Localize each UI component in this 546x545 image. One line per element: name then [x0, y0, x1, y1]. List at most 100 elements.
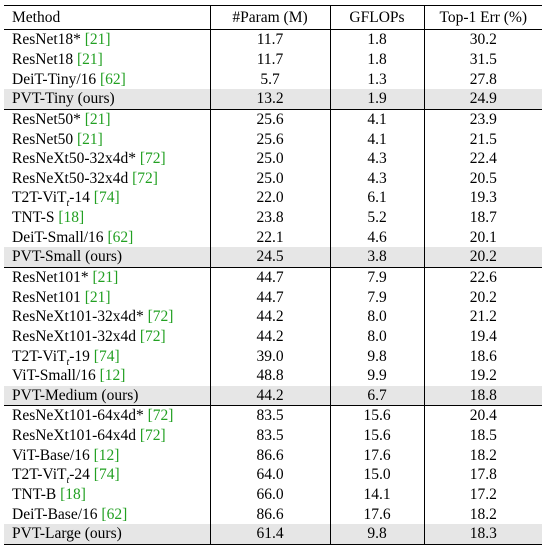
results-table-figure: Method #Param (M) GFLOPs Top-1 Err (%) R… [4, 5, 542, 545]
method-name: T2T-ViT [12, 189, 67, 207]
method-name: ResNeXt50-32x4d* [12, 150, 136, 168]
top1-err-cell: 21.5 [423, 129, 542, 149]
method-cell: ResNet101 [21] [4, 287, 210, 307]
citation-link[interactable]: [21] [77, 130, 103, 148]
citation-link[interactable]: [12] [93, 446, 120, 464]
table-row: ResNeXt101-64x4d* [72] 83.5 15.6 20.4 [4, 405, 542, 426]
method-cell: DeiT-Small/16 [62] [4, 227, 210, 247]
table-row: ResNet50 [21] 25.6 4.1 21.5 [4, 129, 542, 149]
method-name: ResNet18 [12, 50, 74, 68]
citation-link[interactable]: [62] [101, 505, 128, 523]
params-cell: 44.2 [209, 385, 330, 407]
table-row-ours: PVT-Small (ours) 24.5 3.8 20.2 [4, 247, 542, 268]
method-cell: ResNet18 [21] [4, 50, 210, 70]
method-name: PVT-Large (ours) [12, 525, 122, 543]
method-cell: ResNeXt50-32x4d* [72] [4, 149, 210, 169]
top1-err-cell: 17.2 [423, 484, 542, 505]
gflops-cell: 4.6 [329, 227, 424, 248]
method-name: TNT-B [12, 486, 57, 504]
citation-link[interactable]: [21] [84, 288, 111, 306]
citation-link[interactable]: [72] [139, 327, 166, 345]
top1-err-cell: 18.6 [423, 346, 542, 366]
params-cell: 22.0 [209, 188, 330, 208]
method-cell: PVT-Large (ours) [4, 524, 210, 545]
method-cell: ResNet50* [21] [4, 109, 210, 129]
method-cell: T2T-ViTt-14 [74] [4, 188, 210, 209]
top1-err-cell: 24.9 [423, 88, 542, 110]
method-name: ResNeXt101-64x4d* [12, 407, 144, 425]
gflops-cell: 4.1 [329, 129, 424, 149]
citation-link[interactable]: [18] [60, 486, 86, 504]
table-row: T2T-ViTt-24 [74] 64.0 15.0 17.8 [4, 465, 542, 487]
params-cell: 25.6 [209, 129, 330, 149]
citation-link[interactable]: [74] [93, 189, 120, 207]
top1-err-cell: 18.8 [423, 385, 542, 407]
citation-link[interactable]: [72] [132, 169, 158, 187]
table-row: DeiT-Tiny/16 [62] 5.7 1.3 27.8 [4, 69, 542, 89]
citation-link[interactable]: [72] [147, 308, 174, 326]
citation-link[interactable]: [12] [99, 367, 126, 385]
params-cell: 13.2 [209, 88, 330, 110]
params-cell: 44.7 [209, 267, 330, 288]
gflops-cell: 8.0 [329, 306, 424, 327]
header-params: #Param (M) [209, 5, 330, 30]
top1-err-cell: 17.8 [423, 465, 542, 485]
top1-err-cell: 31.5 [423, 49, 542, 70]
method-subscript: t [66, 475, 70, 487]
params-cell: 64.0 [209, 465, 330, 485]
method-suffix: -19 [69, 347, 90, 365]
params-cell: 5.7 [209, 69, 330, 89]
method-name: DeiT-Small/16 [12, 228, 104, 246]
params-cell: 25.6 [209, 109, 330, 130]
citation-link[interactable]: [74] [93, 466, 120, 484]
table-row: TNT-B [18] 66.0 14.1 17.2 [4, 484, 542, 505]
table-row: ViT-Small/16 [12] 48.8 9.9 19.2 [4, 365, 542, 386]
header-gflops: GFLOPs [329, 5, 424, 30]
gflops-cell: 4.3 [329, 168, 424, 189]
citation-link[interactable]: [72] [147, 407, 174, 425]
citation-link[interactable]: [72] [139, 150, 166, 168]
citation-link[interactable]: [21] [92, 269, 119, 286]
method-suffix: -24 [69, 466, 90, 484]
citation-link[interactable]: [74] [93, 347, 120, 365]
citation-link[interactable]: [21] [77, 50, 103, 68]
method-cell: PVT-Small (ours) [4, 247, 210, 268]
citation-link[interactable]: [62] [100, 70, 126, 88]
gflops-cell: 1.8 [329, 49, 424, 70]
table-row-ours: PVT-Tiny (ours) 13.2 1.9 24.9 [4, 88, 542, 110]
citation-link[interactable]: [62] [107, 228, 134, 246]
citation-link[interactable]: [72] [139, 427, 166, 445]
method-cell: ResNeXt101-32x4d [72] [4, 327, 210, 347]
gflops-cell: 4.1 [329, 109, 424, 130]
header-method: Method [4, 5, 210, 30]
top1-err-cell: 19.3 [423, 188, 542, 208]
top1-err-cell: 18.5 [423, 425, 542, 446]
table-row: ResNet18 [21] 11.7 1.8 31.5 [4, 49, 542, 70]
params-cell: 24.5 [209, 247, 330, 268]
params-cell: 22.1 [209, 227, 330, 248]
gflops-cell: 9.8 [329, 524, 424, 545]
params-cell: 25.0 [209, 168, 330, 189]
params-cell: 25.0 [209, 148, 330, 169]
params-cell: 86.6 [209, 504, 330, 525]
params-cell: 44.7 [209, 287, 330, 307]
citation-link[interactable]: [21] [84, 31, 111, 49]
method-cell: T2T-ViTt-19 [74] [4, 346, 210, 368]
method-cell: ResNeXt50-32x4d [72] [4, 168, 210, 188]
header-top1-err: Top-1 Err (%) [423, 5, 542, 30]
table-row: ResNeXt101-64x4d [72] 83.5 15.6 18.5 [4, 425, 542, 446]
citation-link[interactable]: [21] [84, 110, 111, 128]
method-name: ResNeXt101-32x4d* [12, 308, 144, 326]
citation-link[interactable]: [18] [58, 209, 85, 227]
gflops-cell: 6.7 [329, 385, 424, 407]
table-row: DeiT-Small/16 [62] 22.1 4.6 20.1 [4, 227, 542, 248]
table-row: ResNet101* [21] 44.7 7.9 22.6 [4, 267, 542, 288]
method-cell: ViT-Small/16 [12] [4, 366, 210, 386]
gflops-cell: 7.9 [329, 267, 424, 288]
table-body: ResNet18* [21] 11.7 1.8 30.2 ResNet18 [21] 11… [4, 29, 542, 545]
method-name: ResNeXt101-64x4d [12, 427, 136, 445]
top1-err-cell: 18.3 [423, 524, 542, 545]
top1-err-cell: 18.2 [423, 504, 542, 525]
top1-err-cell: 20.4 [423, 405, 542, 426]
table-row: ViT-Base/16 [12] 86.6 17.6 18.2 [4, 445, 542, 466]
